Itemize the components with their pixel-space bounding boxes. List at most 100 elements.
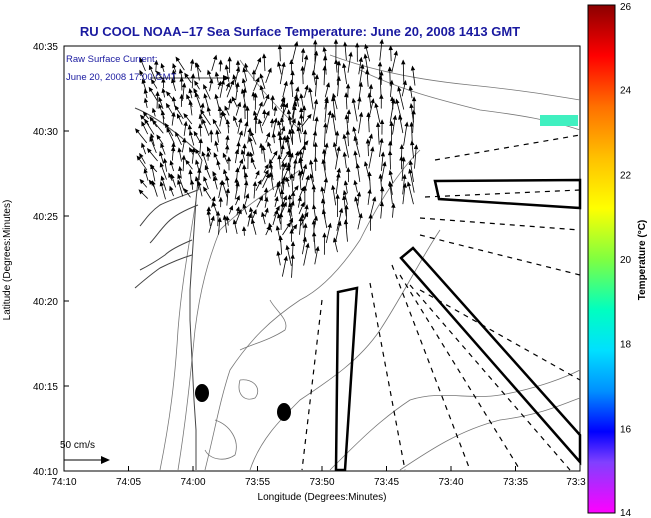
current-vector-head: [250, 218, 256, 224]
current-vector-head: [201, 151, 206, 157]
current-vector-head: [342, 62, 347, 68]
map-title: RU COOL NOAA–17 Sea Surface Temperature:…: [80, 24, 520, 39]
current-vector-head: [313, 156, 318, 162]
current-vector-head: [255, 77, 260, 83]
current-vector-head: [379, 119, 385, 125]
current-vector-head: [391, 202, 396, 208]
current-vector-head: [142, 111, 148, 117]
current-vector-head: [240, 149, 246, 155]
current-vector-head: [250, 131, 255, 137]
current-vector-head: [242, 143, 247, 149]
current-vector-head: [387, 140, 393, 146]
current-vector-head: [240, 88, 246, 94]
current-vector-head: [227, 56, 232, 62]
current-vector-head: [169, 160, 174, 166]
current-vector-head: [264, 163, 269, 170]
current-vector-head: [181, 137, 187, 143]
current-vector-head: [200, 102, 205, 108]
current-vector-head: [298, 216, 303, 222]
current-vector-head: [155, 70, 161, 76]
current-vector-head: [345, 129, 351, 135]
current-vector-head: [342, 189, 348, 196]
current-vector-head: [232, 219, 238, 225]
current-vector-head: [395, 98, 400, 104]
current-vector-head: [367, 92, 372, 98]
current-vector-head: [273, 150, 278, 156]
current-vector-head: [353, 179, 358, 186]
current-vector-head: [204, 164, 209, 171]
current-vector-head: [188, 99, 193, 106]
current-vector-head: [261, 53, 267, 59]
current-vector-head: [398, 114, 403, 120]
current-vector-head: [235, 206, 241, 212]
current-vector-head: [321, 148, 327, 154]
current-vector-head: [368, 213, 373, 219]
current-vector-head: [276, 182, 281, 188]
current-vector-head: [175, 131, 180, 137]
current-vector-head: [264, 196, 269, 202]
current-vector-head: [290, 241, 296, 247]
current-vector-head: [210, 215, 215, 221]
current-vector-head: [211, 196, 216, 202]
current-vector-head: [290, 191, 296, 196]
y-tick-label: 40:15: [33, 382, 58, 393]
current-vector-head: [138, 189, 144, 195]
current-vector-head: [342, 194, 347, 201]
current-vector-head: [313, 39, 318, 45]
current-vector-head: [224, 144, 230, 150]
current-vector-head: [377, 61, 383, 67]
current-vector-head: [235, 195, 240, 201]
current-vector-head: [308, 159, 314, 165]
current-vector-head: [264, 169, 269, 175]
current-vector-head: [269, 118, 275, 124]
current-vector-head: [250, 157, 255, 164]
current-vector-head: [265, 93, 270, 100]
current-vector-head: [218, 59, 223, 65]
current-vector-head: [141, 142, 146, 148]
current-vector-head: [338, 207, 344, 213]
current-vector-head: [292, 105, 297, 111]
current-vector-head: [343, 219, 349, 225]
current-vector-head: [206, 209, 212, 215]
current-vector-head: [401, 59, 406, 65]
current-vector-head: [238, 130, 243, 136]
current-vector-head: [176, 113, 182, 119]
current-vector-head: [380, 151, 386, 157]
colorbar-label: Temperature (°C): [637, 220, 648, 301]
current-vector-head: [290, 253, 295, 259]
current-vector-head: [408, 168, 413, 174]
current-vector-head: [281, 135, 287, 141]
current-vector-head: [357, 96, 362, 102]
current-vector-head: [179, 76, 184, 82]
current-vector-head: [322, 55, 328, 61]
current-vector-head: [402, 79, 407, 86]
current-vector-head: [252, 209, 257, 215]
current-vector-head: [367, 188, 372, 194]
current-vector-head: [287, 194, 292, 200]
current-vector-head: [335, 193, 340, 199]
current-vector-head: [379, 38, 384, 44]
current-vector-head: [170, 173, 175, 179]
current-vector-head: [303, 211, 309, 218]
current-vector-head: [234, 177, 239, 183]
current-vector-head: [321, 209, 327, 215]
current-vector-head: [365, 69, 370, 75]
current-vector-head: [155, 91, 160, 96]
current-vector-head: [290, 128, 295, 134]
current-vector-head: [241, 226, 247, 232]
current-vector-head: [276, 250, 281, 256]
x-tick-label: 73:35: [503, 477, 528, 488]
current-vector-head: [388, 169, 393, 176]
current-vector-head: [161, 87, 166, 94]
current-vector-head: [144, 118, 149, 124]
current-vector-head: [281, 175, 287, 181]
current-vector-head: [368, 133, 373, 139]
current-vector-head: [402, 173, 407, 179]
current-vector-head: [337, 220, 342, 226]
current-vector-head: [212, 54, 218, 60]
current-vector-head: [379, 93, 384, 99]
current-vector-head: [286, 162, 292, 168]
current-vector-head: [351, 97, 357, 103]
current-vector-head: [206, 106, 212, 112]
current-vector-head: [346, 109, 351, 115]
